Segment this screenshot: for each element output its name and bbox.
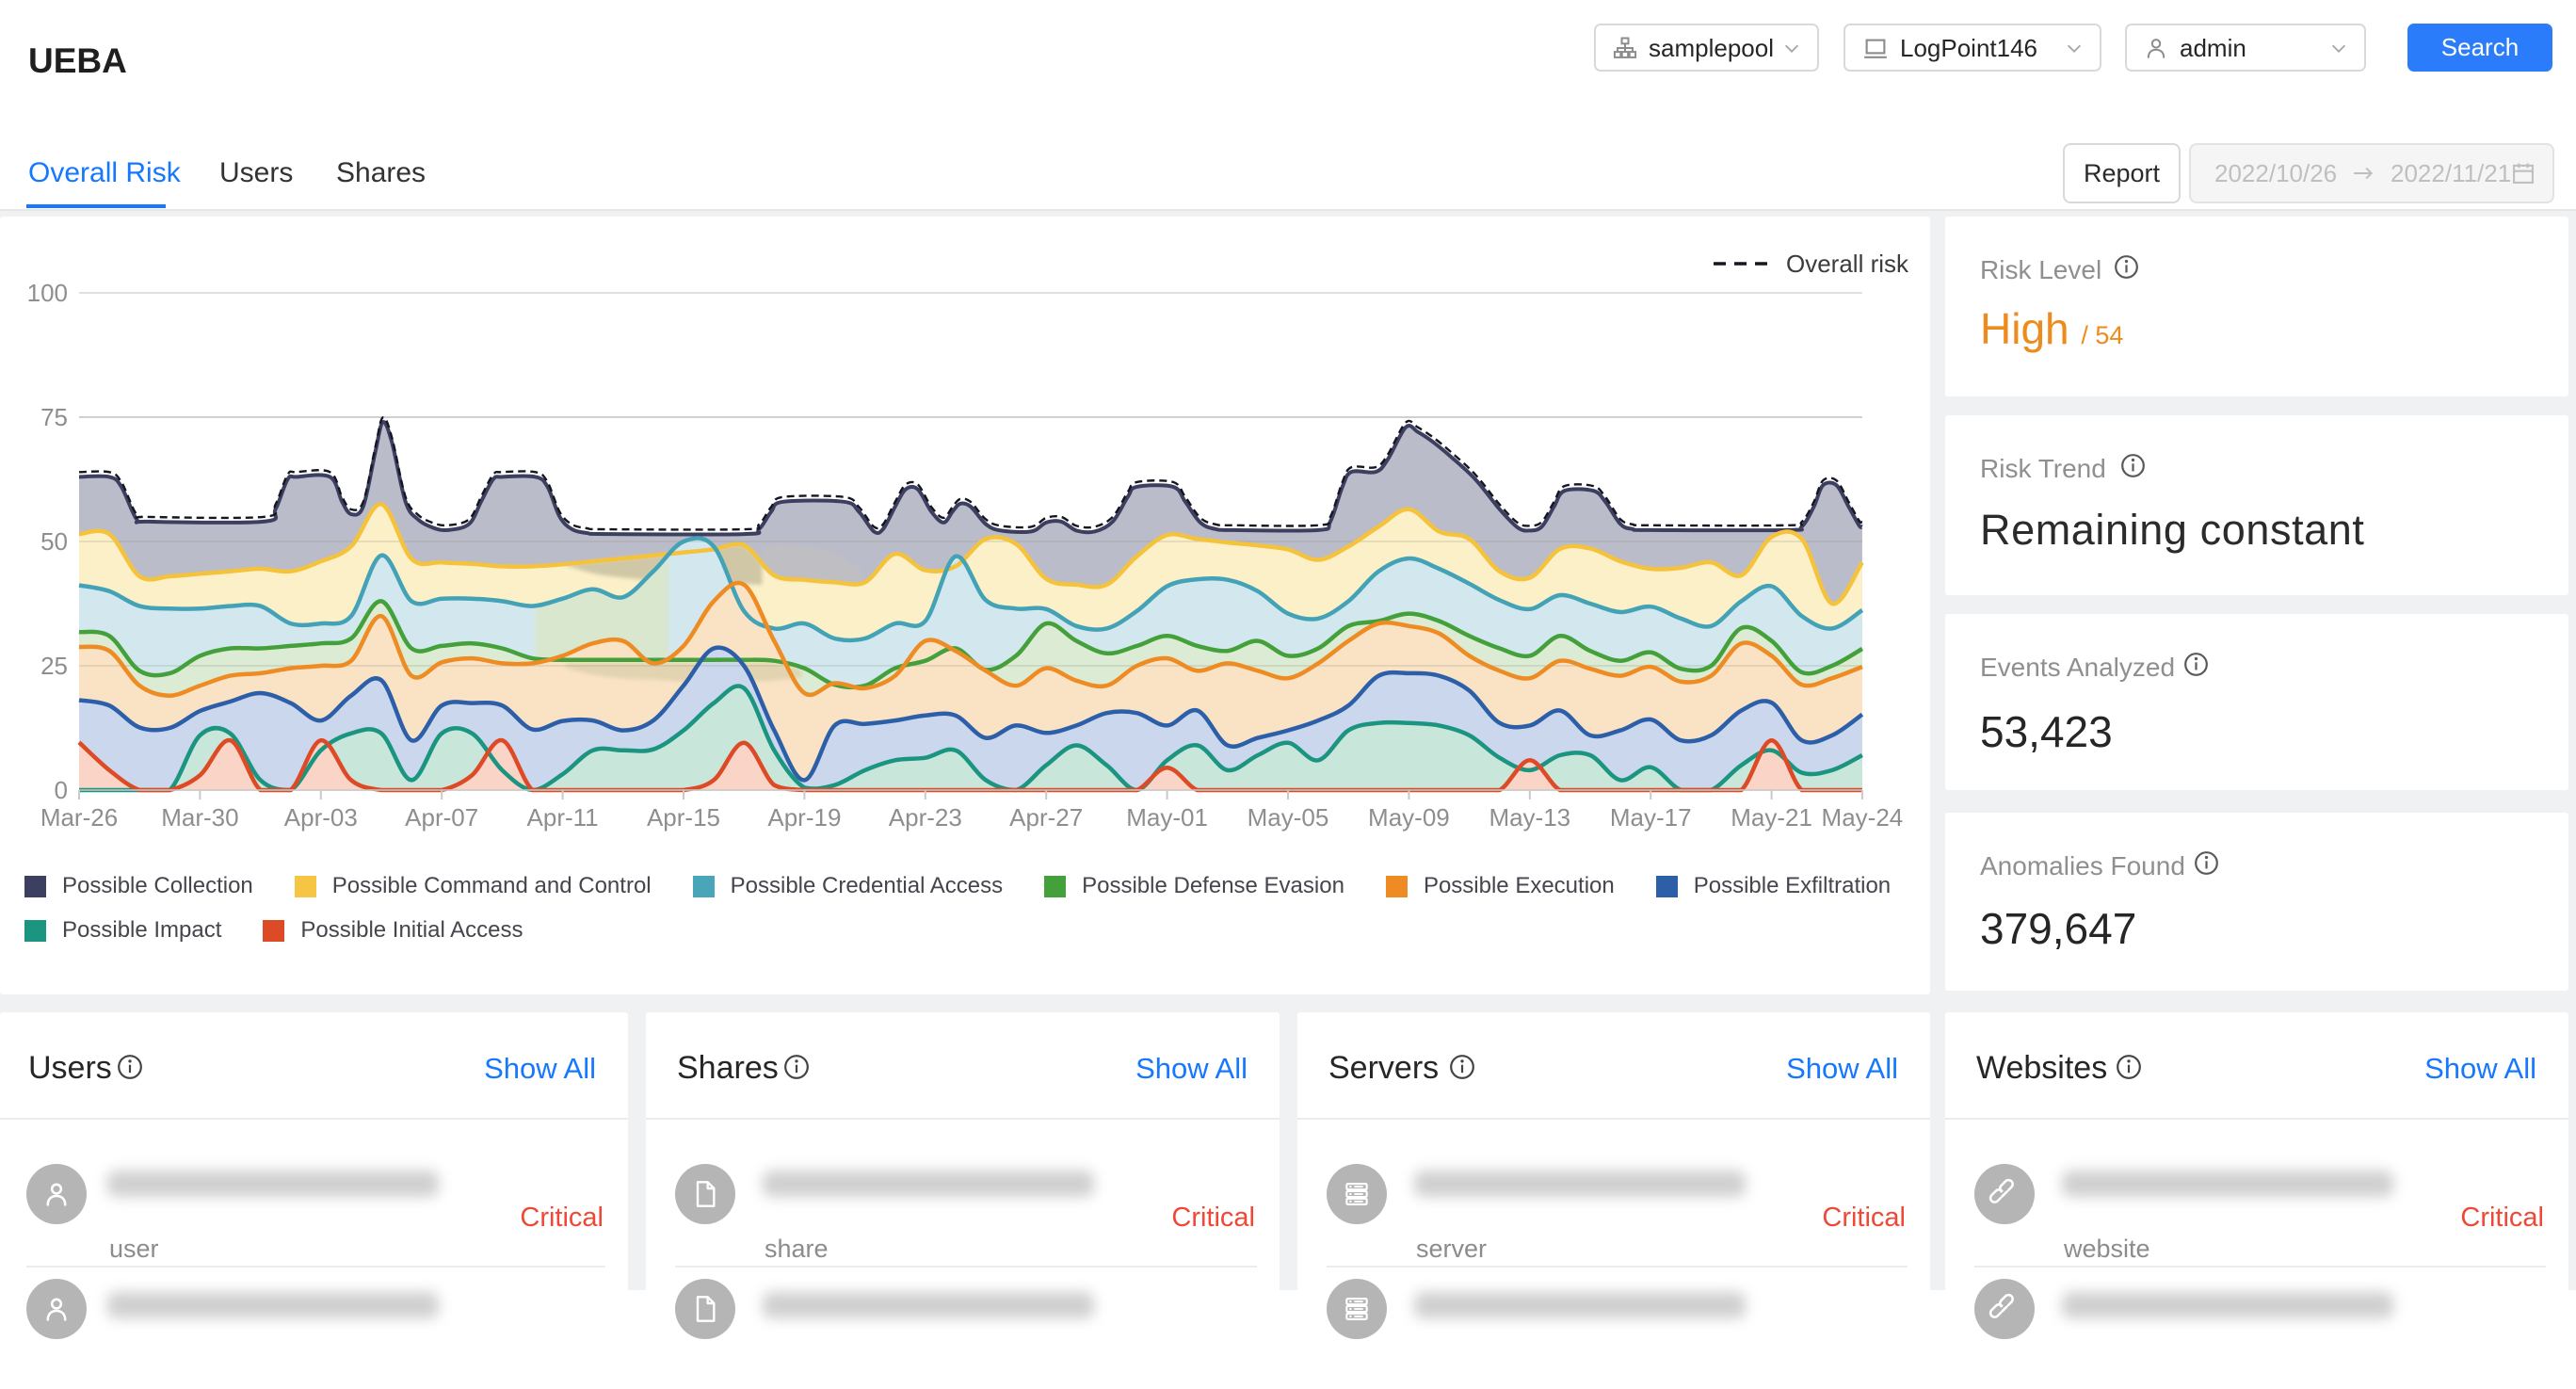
svg-text:Apr-27: Apr-27 <box>1009 803 1083 832</box>
svg-text:May-17: May-17 <box>1610 803 1692 832</box>
svg-text:Apr-11: Apr-11 <box>527 803 599 832</box>
svg-text:0: 0 <box>55 776 68 804</box>
svg-text:May-05: May-05 <box>1248 803 1329 832</box>
svg-text:May-21: May-21 <box>1731 803 1812 832</box>
svg-text:Apr-15: Apr-15 <box>647 803 720 832</box>
svg-text:Apr-19: Apr-19 <box>767 803 841 832</box>
svg-text:50: 50 <box>40 527 68 556</box>
svg-text:Apr-23: Apr-23 <box>889 803 962 832</box>
svg-text:100: 100 <box>27 279 68 307</box>
svg-text:May-13: May-13 <box>1489 803 1570 832</box>
svg-text:Mar-26: Mar-26 <box>40 803 118 832</box>
svg-text:Overall risk: Overall risk <box>1786 250 1909 278</box>
svg-text:75: 75 <box>40 403 68 431</box>
svg-text:May-01: May-01 <box>1126 803 1208 832</box>
svg-text:Apr-07: Apr-07 <box>405 803 478 832</box>
svg-text:May-24: May-24 <box>1822 803 1904 832</box>
svg-text:Mar-30: Mar-30 <box>161 803 238 832</box>
svg-text:May-09: May-09 <box>1368 803 1450 832</box>
svg-text:Apr-03: Apr-03 <box>284 803 358 832</box>
svg-text:25: 25 <box>40 652 68 680</box>
